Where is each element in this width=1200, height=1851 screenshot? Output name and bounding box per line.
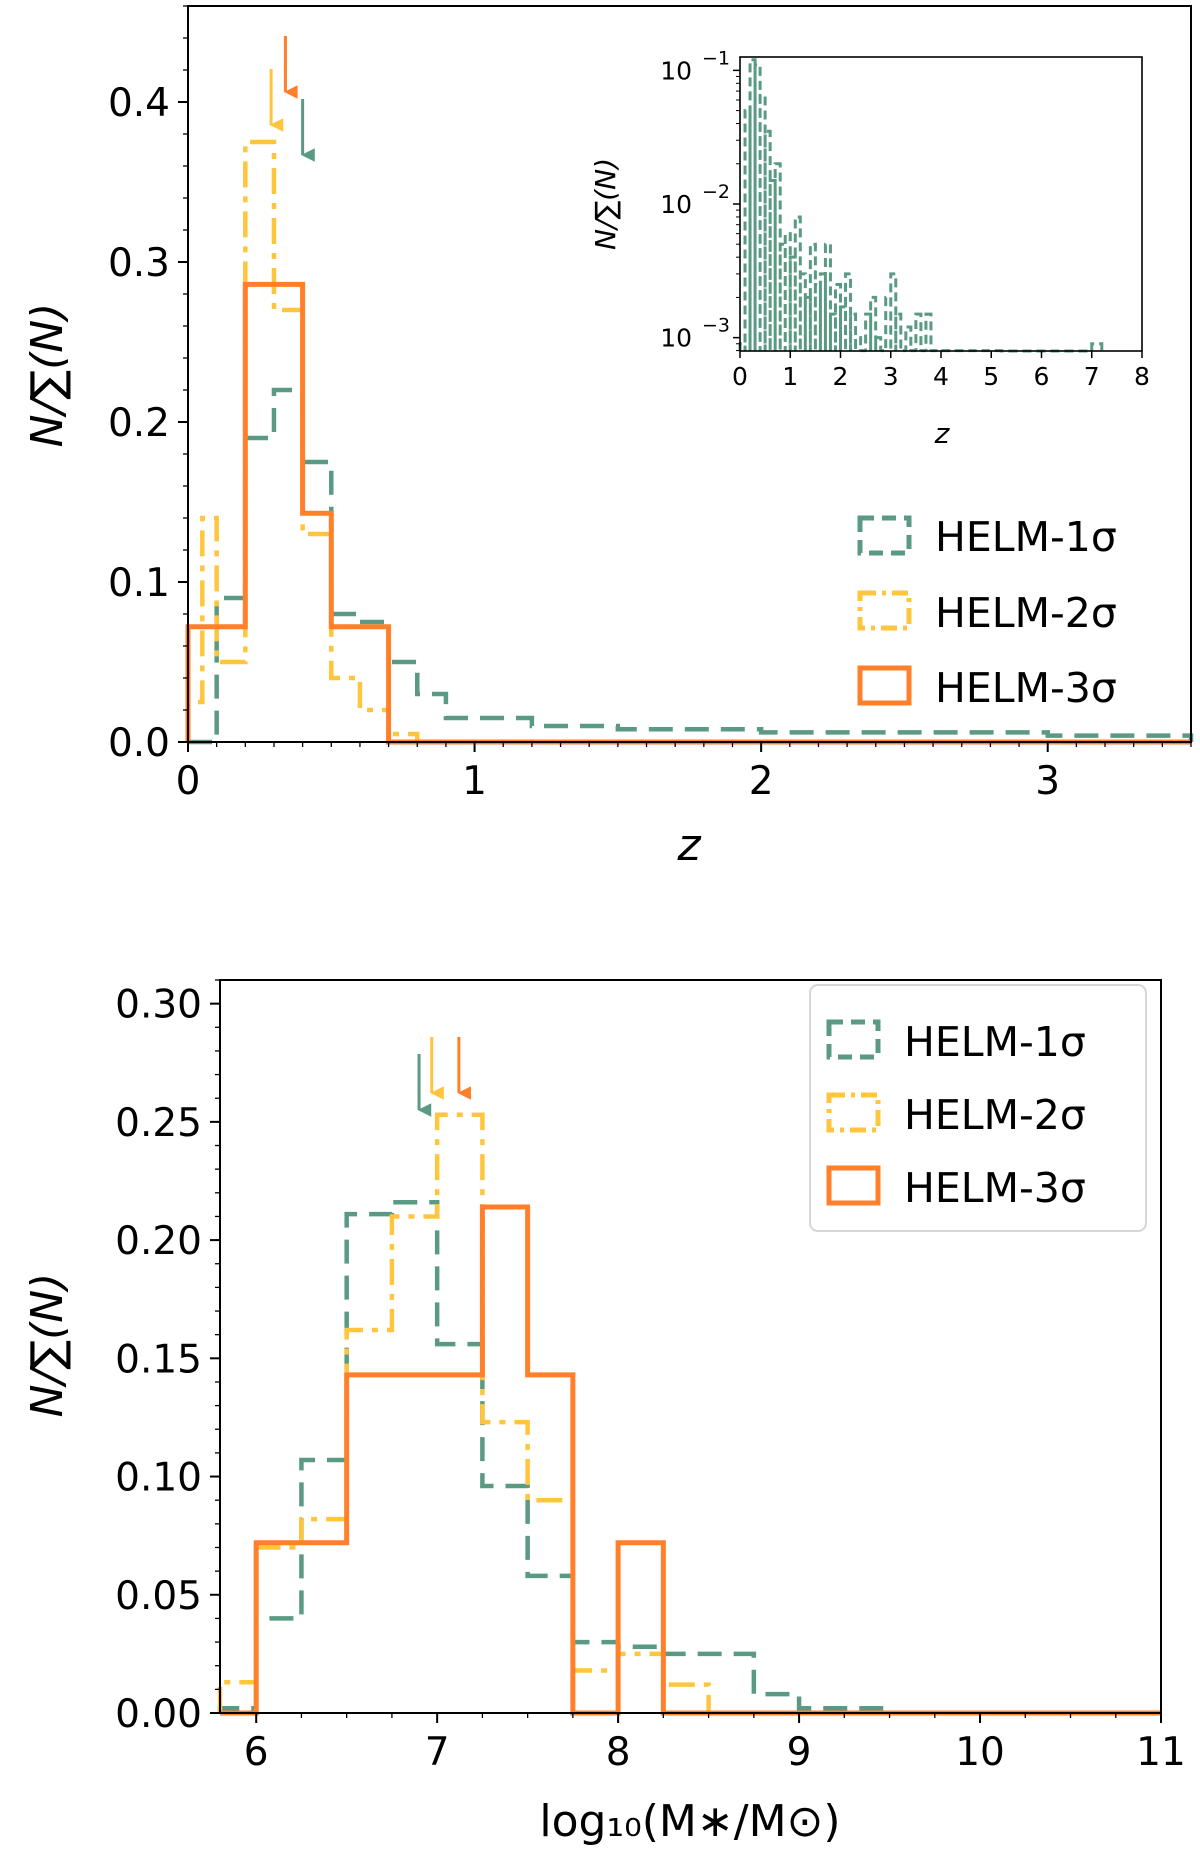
y-tick-label: 0.2	[108, 401, 170, 446]
inset-x-tick-label: 5	[983, 362, 999, 391]
stellar-mass-plot-frame	[219, 979, 1162, 1714]
y-tick-label: 0.15	[115, 1337, 202, 1382]
redshift-plot-frame	[187, 5, 1192, 743]
redshift-x-axis-label: z	[676, 820, 701, 871]
x-tick-label: 9	[787, 1730, 812, 1775]
y-tick-label: 0.25	[115, 1101, 202, 1146]
inset-y-tick-exponent: −2	[702, 181, 730, 203]
redshift-inset-log-plot: 0 1 2 3 4 5 6 7 8 10 −1 10 −2 10 −3 z N/∑(N)	[589, 47, 1150, 450]
histogram-helm-1sigma	[188, 387, 1194, 745]
legend-box	[809, 984, 1147, 1232]
histogram-helm-3sigma	[220, 1204, 1161, 1716]
inset-x-tick-label: 3	[883, 362, 899, 391]
x-tick-label: 8	[606, 1730, 631, 1775]
redshift-panel: 0 1 2 3 0.0 0.1 0.2 0.3 0.4 z N/∑(N) 0 1 2 3 4 5 6 7 8 10…	[22, 5, 1194, 871]
redshift-legend: HELM-1σ HELM-2σ HELM-3σ	[857, 513, 1117, 712]
inset-y-axis-label: N/∑(N)	[589, 158, 622, 250]
y-tick-label: 0.3	[108, 241, 170, 286]
stellar-mass-x-axis-label: log₁₀(M∗/M⊙)	[539, 1796, 840, 1847]
inset-x-tick-label: 8	[1134, 362, 1150, 391]
stellar-mass-y-axis-label: N/∑(N)	[22, 1273, 73, 1418]
legend-label-helm-2sigma: HELM-2σ	[904, 1091, 1086, 1139]
legend-label-helm-3sigma: HELM-3σ	[935, 664, 1117, 712]
inset-background	[740, 57, 1142, 351]
legend-label-helm-2sigma: HELM-2σ	[935, 589, 1117, 637]
histogram-helm-1sigma	[217, 1200, 1161, 1716]
inset-x-axis-label: z	[934, 417, 951, 450]
x-tick-label: 2	[749, 759, 774, 804]
inset-y-tick-label: 10	[660, 56, 692, 85]
x-tick-label: 7	[425, 1730, 450, 1775]
stellar-mass-panel: 6 7 8 9 10 11 0.00 0.05 0.10 0.15 0.20 0.25 0.30 log…	[22, 979, 1186, 1847]
y-tick-label: 0.10	[115, 1456, 202, 1501]
legend-label-helm-3sigma: HELM-3σ	[904, 1164, 1086, 1212]
legend-label-helm-1sigma: HELM-1σ	[935, 513, 1117, 561]
inset-y-tick-label: 10	[660, 190, 692, 219]
y-tick-label: 0.30	[115, 983, 202, 1028]
legend-swatch-helm-1sigma	[826, 1019, 881, 1060]
y-tick-label: 0.20	[115, 1219, 202, 1264]
inset-x-tick-label: 2	[833, 362, 849, 391]
y-tick-label: 0.0	[108, 721, 170, 766]
histogram-helm-3sigma	[185, 281, 1191, 745]
legend-swatch-helm-3sigma	[857, 665, 912, 706]
stellar-mass-legend: HELM-1σ HELM-2σ HELM-3σ	[809, 984, 1147, 1232]
inset-y-tick-label: 10	[660, 324, 692, 353]
legend-label-helm-1sigma: HELM-1σ	[904, 1018, 1086, 1066]
inset-histogram-helm-1sigma	[738, 58, 1104, 353]
legend-swatch-helm-3sigma	[826, 1165, 881, 1206]
inset-x-tick-label: 4	[933, 362, 949, 391]
inset-y-tick-exponent: −3	[702, 315, 730, 337]
redshift-y-axis-label: N/∑(N)	[22, 303, 73, 448]
y-tick-label: 0.1	[108, 561, 170, 606]
y-tick-label: 0.4	[108, 81, 170, 126]
x-tick-label: 3	[1035, 759, 1060, 804]
inset-y-tick-exponent: −1	[702, 47, 730, 69]
x-tick-label: 1	[462, 759, 487, 804]
y-tick-label: 0.00	[115, 1692, 202, 1737]
x-tick-label: 6	[244, 1730, 269, 1775]
inset-x-tick-label: 6	[1034, 362, 1050, 391]
x-tick-label: 10	[955, 1730, 1005, 1775]
legend-swatch-helm-2sigma	[826, 1092, 881, 1133]
legend-swatch-helm-2sigma	[857, 590, 912, 631]
x-tick-label: 11	[1136, 1730, 1186, 1775]
x-tick-label: 0	[176, 759, 201, 804]
legend-swatch-helm-1sigma	[857, 515, 912, 556]
y-tick-label: 0.05	[115, 1574, 202, 1619]
inset-x-tick-label: 7	[1084, 362, 1100, 391]
inset-x-tick-label: 1	[782, 362, 798, 391]
inset-x-tick-label: 0	[732, 362, 748, 391]
